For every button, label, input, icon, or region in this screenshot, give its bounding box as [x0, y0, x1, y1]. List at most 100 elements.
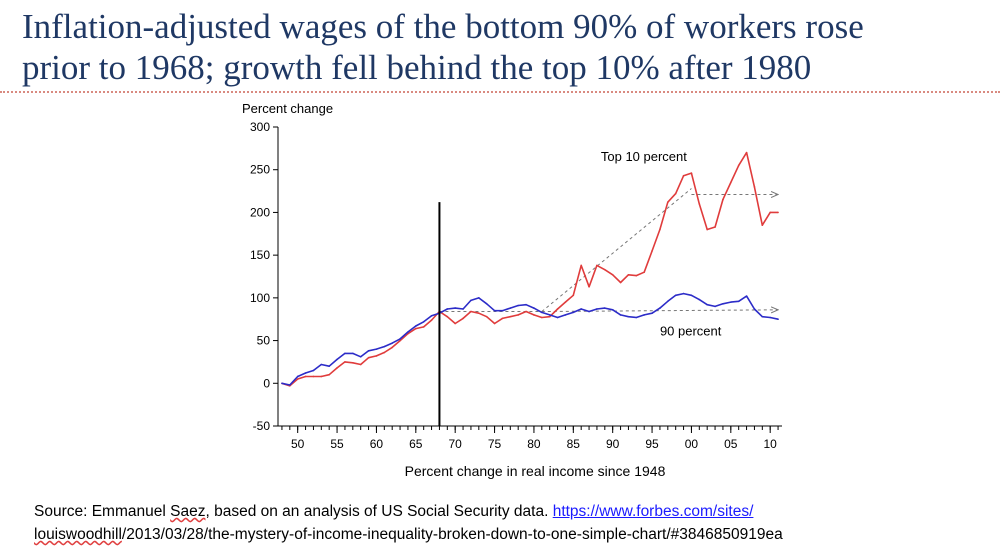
data-point-top10 — [533, 314, 535, 316]
data-point-bottom90 — [643, 314, 645, 316]
data-point-bottom90 — [635, 316, 638, 319]
data-point-bottom90 — [509, 307, 512, 309]
data-point-top10 — [485, 315, 488, 318]
source-prefix: Source: Emmanuel — [34, 503, 171, 520]
x-tick-label: 05 — [724, 437, 738, 451]
data-point-bottom90 — [682, 292, 685, 295]
data-point-bottom90 — [422, 320, 425, 323]
data-point-bottom90 — [604, 307, 606, 309]
source-note: Source: Emmanuel Saez, based on an analy… — [34, 500, 994, 546]
data-point-top10 — [430, 319, 433, 321]
data-point-top10 — [714, 226, 716, 228]
data-point-top10 — [698, 203, 701, 205]
y-tick-label: 0 — [263, 376, 270, 390]
data-point-bottom90 — [737, 300, 740, 303]
x-tick-label: 55 — [330, 437, 344, 451]
data-point-bottom90 — [761, 315, 764, 318]
data-point-top10 — [336, 367, 338, 369]
data-point-bottom90 — [674, 294, 677, 297]
data-point-bottom90 — [304, 372, 307, 374]
data-point-bottom90 — [454, 307, 456, 309]
data-point-top10 — [761, 224, 764, 227]
y-tick-label: 50 — [257, 334, 271, 348]
data-point-top10 — [296, 378, 299, 380]
data-point-top10 — [564, 301, 567, 303]
data-point-top10 — [753, 186, 756, 188]
data-point-top10 — [304, 375, 307, 378]
data-point-bottom90 — [430, 314, 433, 317]
data-point-bottom90 — [619, 314, 622, 316]
x-tick-label: 00 — [685, 437, 699, 451]
data-point-bottom90 — [564, 314, 567, 316]
data-point-top10 — [611, 273, 614, 276]
data-point-top10 — [422, 326, 425, 328]
data-point-bottom90 — [415, 325, 417, 327]
data-point-top10 — [462, 317, 464, 320]
data-point-top10 — [651, 250, 653, 252]
slide-title: Inflation-adjusted wages of the bottom 9… — [22, 6, 982, 88]
y-tick-label: 250 — [250, 163, 270, 177]
data-point-bottom90 — [375, 348, 378, 350]
data-point-bottom90 — [336, 358, 338, 361]
data-point-bottom90 — [730, 301, 732, 303]
x-tick-label: 60 — [370, 437, 384, 451]
data-point-bottom90 — [344, 352, 346, 355]
x-tick-label: 85 — [567, 437, 581, 451]
data-point-bottom90 — [501, 309, 504, 312]
source-link-start[interactable]: https://www.forbes.com/sites/ — [552, 503, 754, 520]
y-tick-label: 100 — [250, 291, 270, 305]
data-point-bottom90 — [320, 363, 323, 366]
source-line-1: Source: Emmanuel Saez, based on an analy… — [34, 500, 994, 523]
data-point-bottom90 — [312, 369, 315, 372]
data-point-top10 — [769, 211, 771, 214]
data-point-top10 — [352, 361, 354, 364]
data-point-bottom90 — [777, 318, 779, 321]
data-point-bottom90 — [446, 308, 449, 310]
data-point-top10 — [541, 316, 543, 319]
data-point-bottom90 — [690, 294, 693, 297]
series-label-top10: Top 10 percent — [601, 149, 687, 164]
x-tick-label: 95 — [645, 437, 659, 451]
data-point-bottom90 — [596, 308, 598, 310]
data-point-top10 — [320, 375, 323, 378]
data-point-top10 — [367, 356, 370, 359]
data-point-top10 — [596, 264, 598, 267]
x-tick-label: 80 — [527, 437, 541, 451]
data-point-bottom90 — [611, 309, 614, 311]
data-point-top10 — [501, 317, 504, 320]
x-axis-title: Percent change in real income since 1948 — [405, 463, 666, 479]
series-line-bottom90 — [281, 292, 779, 386]
x-tick-label: 65 — [409, 437, 423, 451]
data-point-top10 — [375, 355, 378, 357]
source-link-handle[interactable]: louiswoodhill — [34, 526, 122, 543]
data-point-bottom90 — [667, 300, 669, 303]
x-tick-label: 70 — [449, 437, 463, 451]
source-line-2: louiswoodhill/2013/03/28/the-mystery-of-… — [34, 523, 994, 546]
data-point-bottom90 — [627, 315, 630, 318]
source-author: Saez — [170, 503, 206, 520]
data-point-top10 — [548, 315, 551, 318]
source-link-path[interactable]: /2013/03/28/the-mystery-of-income-inequa… — [121, 526, 783, 543]
data-point-top10 — [627, 273, 630, 276]
data-point-top10 — [722, 198, 724, 201]
data-point-bottom90 — [753, 308, 756, 310]
data-point-top10 — [730, 181, 732, 184]
trend-lines-layer — [439, 188, 778, 312]
title-divider — [0, 91, 1000, 93]
data-point-bottom90 — [462, 308, 464, 310]
data-point-bottom90 — [572, 311, 575, 314]
y-tick-label: -50 — [253, 419, 271, 433]
data-point-top10 — [604, 268, 606, 271]
data-point-bottom90 — [493, 309, 496, 312]
data-point-top10 — [690, 172, 693, 174]
y-tick-label: 150 — [250, 248, 270, 262]
data-point-bottom90 — [407, 331, 409, 333]
data-point-bottom90 — [580, 308, 582, 310]
x-tick-label: 50 — [291, 437, 305, 451]
data-point-top10 — [777, 211, 779, 214]
series-label-bottom90: 90 percent — [660, 323, 722, 338]
data-point-top10 — [399, 339, 401, 342]
data-point-top10 — [667, 201, 669, 203]
